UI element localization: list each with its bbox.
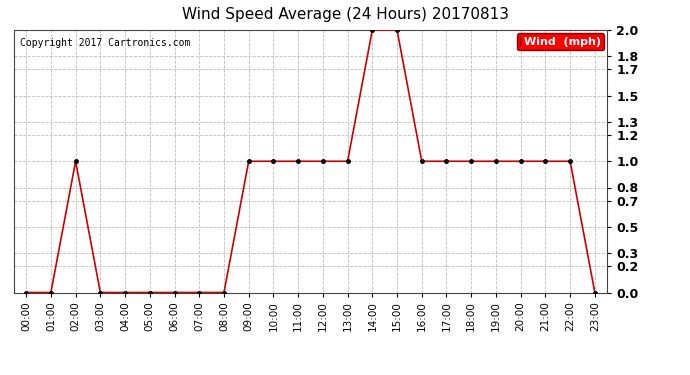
Legend: Wind  (mph): Wind (mph) (517, 33, 604, 50)
Text: Copyright 2017 Cartronics.com: Copyright 2017 Cartronics.com (20, 38, 190, 48)
Text: Wind Speed Average (24 Hours) 20170813: Wind Speed Average (24 Hours) 20170813 (181, 8, 509, 22)
